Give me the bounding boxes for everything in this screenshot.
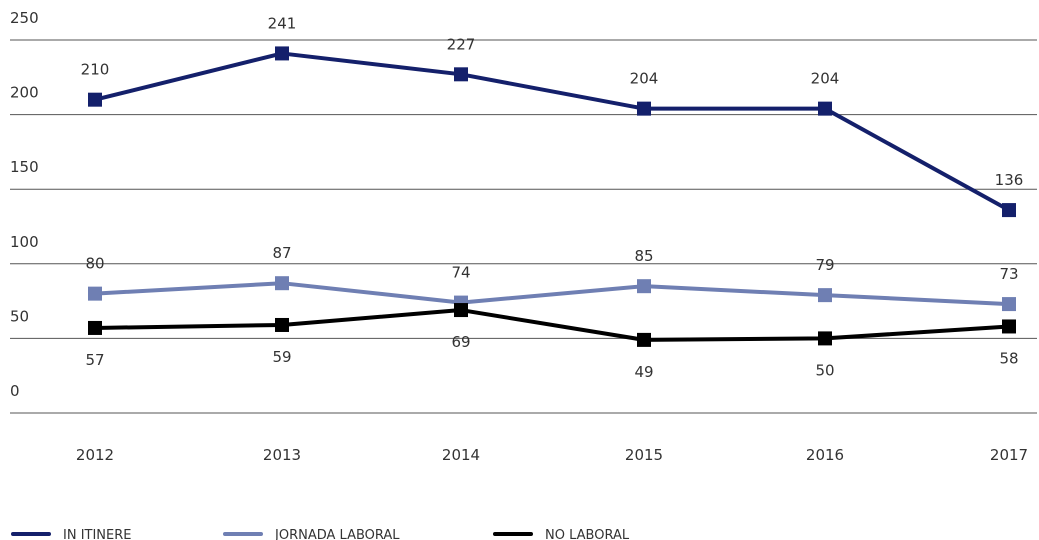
y-tick-label: 200	[10, 84, 39, 102]
data-point-jornada-laboral	[818, 288, 832, 303]
data-point-in-itinere	[1002, 203, 1016, 218]
y-tick-label: 0	[10, 382, 20, 400]
x-tick-label: 2014	[442, 446, 480, 464]
x-tick-label: 2013	[263, 446, 301, 464]
data-point-in-itinere	[454, 67, 468, 82]
data-label-jornada-laboral: 80	[85, 255, 104, 273]
y-axis-tick-labels: 0 50 100 150 200 250	[10, 9, 39, 400]
data-label-in-itinere: 210	[81, 61, 110, 79]
legend-item-no-laboral: NO LABORAL	[493, 528, 630, 540]
gridlines	[10, 39, 1037, 414]
x-tick-label: 2016	[806, 446, 844, 464]
data-label-no-laboral: 50	[815, 361, 834, 379]
y-tick-label: 250	[10, 9, 39, 27]
legend-label-no-laboral: NO LABORAL	[545, 528, 630, 540]
data-point-in-itinere	[88, 92, 102, 107]
data-point-no-laboral	[818, 331, 832, 346]
data-label-in-itinere: 136	[995, 171, 1024, 189]
data-label-jornada-laboral: 85	[634, 247, 653, 265]
data-point-jornada-laboral	[637, 279, 651, 294]
legend-item-jornada-laboral: JORNADA LABORAL	[223, 528, 400, 540]
data-point-no-laboral	[275, 317, 289, 332]
data-point-no-laboral	[454, 303, 468, 318]
x-tick-label: 2015	[625, 446, 663, 464]
data-label-jornada-laboral: 87	[272, 244, 291, 262]
data-label-in-itinere: 227	[447, 35, 476, 53]
data-label-jornada-laboral: 79	[815, 256, 834, 274]
data-point-in-itinere	[275, 46, 289, 61]
data-point-jornada-laboral	[1002, 297, 1016, 312]
y-tick-label: 100	[10, 233, 39, 251]
legend: IN ITINERE JORNADA LABORAL NO LABORAL	[11, 528, 630, 540]
data-label-jornada-laboral: 73	[999, 265, 1018, 283]
data-labels: 210 241 227 204 204 136 80 87 74 85 79 73 57 59 69 49 50…	[81, 14, 1024, 380]
data-point-in-itinere	[818, 101, 832, 116]
y-tick-label: 50	[10, 307, 29, 325]
y-tick-label: 150	[10, 158, 39, 176]
data-label-no-laboral: 57	[85, 351, 104, 369]
data-point-no-laboral	[637, 332, 651, 347]
series-lines	[88, 46, 1016, 347]
data-point-jornada-laboral	[88, 286, 102, 301]
series-line-no-laboral	[94, 308, 1010, 342]
data-label-jornada-laboral: 74	[451, 264, 470, 282]
legend-label-jornada-laboral: JORNADA LABORAL	[274, 528, 400, 540]
series-line-jornada-laboral	[94, 281, 1010, 307]
legend-label-in-itinere: IN ITINERE	[63, 528, 132, 540]
data-label-in-itinere: 204	[811, 70, 840, 88]
x-axis-tick-labels: 2012 2013 2014 2015 2016 2017	[76, 446, 1028, 464]
data-label-no-laboral: 59	[272, 348, 291, 366]
x-tick-label: 2017	[990, 446, 1028, 464]
legend-item-in-itinere: IN ITINERE	[11, 528, 132, 540]
x-tick-label: 2012	[76, 446, 114, 464]
data-label-no-laboral: 69	[451, 333, 470, 351]
data-label-no-laboral: 49	[634, 363, 653, 381]
data-label-no-laboral: 58	[999, 349, 1018, 367]
data-point-in-itinere	[637, 101, 651, 116]
data-point-no-laboral	[1002, 319, 1016, 334]
data-label-in-itinere: 204	[630, 70, 659, 88]
data-point-jornada-laboral	[275, 276, 289, 291]
data-label-in-itinere: 241	[268, 14, 297, 32]
series-line-in-itinere	[94, 51, 1010, 212]
data-point-no-laboral	[88, 320, 102, 335]
